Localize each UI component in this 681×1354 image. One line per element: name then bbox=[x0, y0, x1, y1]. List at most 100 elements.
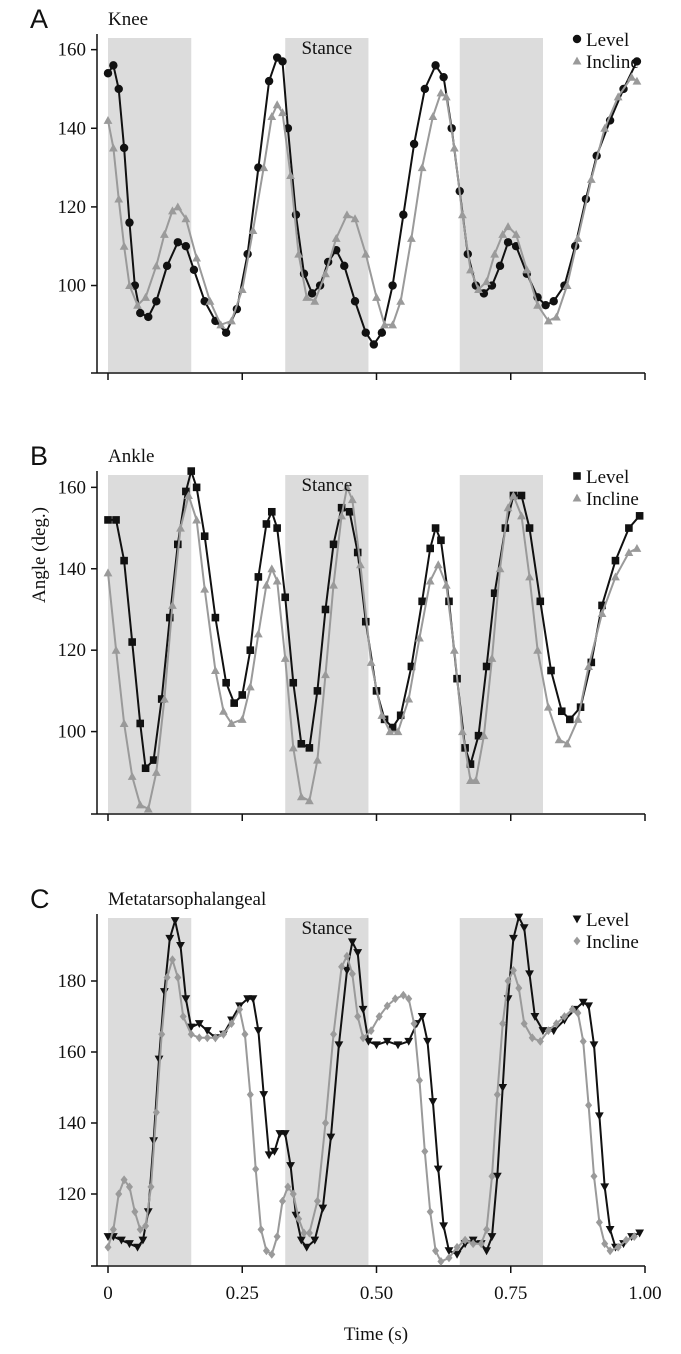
data-point-level bbox=[584, 1002, 594, 1011]
y-tick-label-120: 120 bbox=[58, 640, 87, 661]
legend-marker bbox=[572, 493, 582, 502]
data-point-level bbox=[267, 507, 276, 516]
y-tick-label-160: 160 bbox=[58, 477, 87, 498]
data-point-level bbox=[329, 540, 338, 549]
data-point-incline bbox=[272, 576, 282, 585]
data-point-incline bbox=[136, 1225, 144, 1234]
data-point-level bbox=[345, 507, 354, 516]
data-point-level bbox=[598, 601, 606, 610]
series-incline bbox=[104, 951, 638, 1266]
stance-shade-2 bbox=[285, 38, 369, 372]
data-point-level bbox=[466, 760, 475, 768]
data-point-incline bbox=[426, 1207, 434, 1217]
legend-entry-incline: Incline bbox=[573, 932, 639, 953]
data-point-incline bbox=[173, 202, 183, 211]
data-point-level bbox=[182, 487, 190, 496]
data-point-incline bbox=[227, 719, 236, 727]
data-point-incline bbox=[525, 572, 534, 581]
data-point-incline bbox=[372, 292, 381, 301]
data-point-incline bbox=[471, 776, 481, 784]
data-point-incline bbox=[520, 1019, 528, 1028]
y-axis-title: Angle (deg.) bbox=[29, 507, 50, 603]
legend-marker bbox=[572, 915, 582, 924]
data-point-level bbox=[519, 924, 529, 933]
data-point-incline bbox=[321, 670, 330, 679]
data-point-incline bbox=[348, 969, 356, 979]
data-point-level bbox=[409, 139, 419, 149]
data-point-level bbox=[194, 1020, 204, 1028]
data-point-incline bbox=[613, 92, 623, 101]
data-point-level bbox=[120, 556, 128, 565]
stance-shade-3 bbox=[459, 918, 543, 1265]
panel-c: 120 140 160 180 0 0.25 0.50 0.75 1.00 C Metatarsop… bbox=[30, 884, 662, 1304]
stance-label: Stance bbox=[301, 918, 352, 939]
legend-entry-level: Level bbox=[572, 30, 629, 51]
data-point-incline bbox=[425, 576, 435, 585]
data-point-level bbox=[170, 917, 180, 926]
data-point-level bbox=[119, 143, 129, 153]
data-point-level bbox=[157, 695, 166, 703]
data-point-incline bbox=[517, 511, 526, 520]
x-tick-label-0: 0 bbox=[103, 1283, 113, 1304]
data-point-incline bbox=[168, 206, 177, 215]
stance-shade-2 bbox=[285, 475, 369, 813]
stance-label: Stance bbox=[301, 475, 352, 496]
data-point-incline bbox=[552, 1019, 560, 1028]
data-point-incline bbox=[477, 1239, 485, 1249]
data-point-incline bbox=[361, 249, 371, 258]
data-point-level bbox=[525, 970, 534, 979]
data-point-incline bbox=[257, 1225, 265, 1234]
data-point-incline bbox=[115, 1189, 123, 1199]
data-point-incline bbox=[433, 560, 443, 569]
data-point-incline bbox=[329, 580, 338, 589]
data-point-incline bbox=[522, 265, 532, 274]
data-point-incline bbox=[354, 1012, 362, 1021]
data-point-level bbox=[176, 941, 185, 950]
data-point-incline bbox=[103, 116, 113, 124]
data-point-level bbox=[302, 1243, 312, 1252]
data-point-incline bbox=[449, 645, 459, 654]
data-point-incline bbox=[135, 800, 145, 809]
data-point-level bbox=[541, 300, 550, 310]
data-point-level bbox=[509, 934, 518, 943]
data-point-level bbox=[600, 1183, 610, 1192]
data-point-incline bbox=[487, 653, 497, 662]
data-point-incline bbox=[246, 1090, 254, 1099]
y-tick-label-140: 140 bbox=[58, 1113, 87, 1134]
data-point-level bbox=[165, 613, 174, 622]
data-point-level bbox=[549, 297, 558, 306]
data-point-level bbox=[273, 524, 281, 532]
panel-letter: B bbox=[30, 441, 48, 471]
data-point-incline bbox=[313, 755, 322, 764]
data-point-level bbox=[181, 995, 191, 1004]
data-point-level bbox=[200, 532, 209, 540]
data-point-incline bbox=[449, 143, 459, 152]
data-point-level bbox=[109, 61, 118, 70]
data-point-level bbox=[291, 210, 301, 219]
data-point-level bbox=[289, 678, 298, 687]
data-point-level bbox=[112, 516, 120, 524]
data-point-level bbox=[490, 589, 499, 597]
data-point-incline bbox=[528, 1033, 536, 1043]
data-point-level bbox=[503, 238, 513, 247]
data-point-incline bbox=[350, 214, 360, 223]
data-point-incline bbox=[158, 1029, 166, 1039]
data-point-incline bbox=[342, 482, 352, 491]
data-point-level bbox=[361, 328, 370, 337]
data-point-level bbox=[632, 57, 642, 66]
data-point-incline bbox=[267, 564, 277, 573]
data-point-level bbox=[625, 524, 633, 532]
data-point-level bbox=[635, 1229, 645, 1238]
data-point-level bbox=[162, 261, 172, 271]
data-point-incline bbox=[181, 214, 191, 223]
data-point-incline bbox=[205, 296, 215, 305]
data-point-incline bbox=[343, 951, 351, 961]
data-point-incline bbox=[554, 735, 564, 744]
data-point-level bbox=[482, 662, 491, 671]
data-point-level bbox=[418, 597, 426, 606]
x-axis-title: Time (s) bbox=[344, 1324, 408, 1345]
data-point-incline bbox=[479, 731, 489, 740]
data-point-level bbox=[248, 995, 258, 1004]
data-point-incline bbox=[417, 163, 427, 172]
